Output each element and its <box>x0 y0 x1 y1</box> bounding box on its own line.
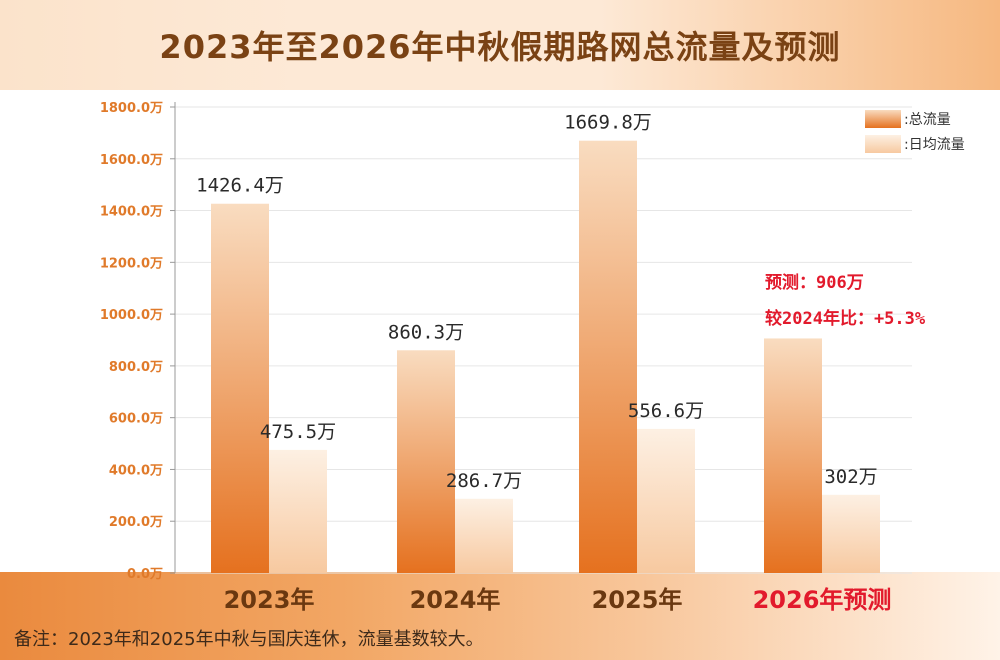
y-tick-label: 1800.0万 <box>100 101 163 116</box>
chart-title: 2023年至2026年中秋假期路网总流量及预测 <box>159 28 841 66</box>
bar-total-2 <box>579 140 637 573</box>
bars <box>211 140 880 573</box>
y-axis: 0.0万 200.0万 400.0万 600.0万 800.0万 1000.0万 1200.… <box>100 101 176 582</box>
data-label-total: 860.3万 <box>388 321 464 343</box>
bar-total-1 <box>397 350 455 573</box>
forecast-annotation: 较2024年比：+5.3% <box>765 308 926 329</box>
x-tick-label: 2024年 <box>410 586 501 614</box>
x-tick-label: 2023年 <box>224 586 315 614</box>
legend: :总流量 :日均流量 <box>865 110 965 153</box>
y-tick-label: 1200.0万 <box>100 256 163 271</box>
bar-daily-0 <box>269 449 327 573</box>
footnote: 备注：2023年和2025年中秋与国庆连休，流量基数较大。 <box>14 629 484 650</box>
data-label-daily: 556.6万 <box>628 400 704 422</box>
bar-daily-1 <box>455 498 513 573</box>
data-label-daily: 475.5万 <box>260 421 336 443</box>
data-label-total: 1669.8万 <box>564 112 652 134</box>
legend-swatch <box>865 110 901 128</box>
y-tick-label: 1000.0万 <box>100 308 163 323</box>
x-tick-label: 2026年预测 <box>753 586 892 614</box>
y-tick-label: 800.0万 <box>109 360 163 375</box>
bar-daily-2 <box>637 428 695 573</box>
footer-banner <box>0 572 1000 660</box>
data-label-daily: 302万 <box>824 466 877 488</box>
value-labels: 1426.4万 475.5万 860.3万 286.7万 1669.8万 556.6万 30… <box>196 112 877 492</box>
data-label-total: 1426.4万 <box>196 175 284 197</box>
forecast-annotation: 预测：906万 <box>765 272 864 293</box>
bar-total-3 <box>764 338 822 573</box>
y-tick-label: 1400.0万 <box>100 205 163 220</box>
x-axis: 2023年 2024年 2025年 2026年预测 <box>224 586 892 614</box>
legend-label: :日均流量 <box>904 137 965 153</box>
y-tick-label: 400.0万 <box>109 463 163 478</box>
legend-label: :总流量 <box>904 112 951 128</box>
bar-total-0 <box>211 203 269 573</box>
legend-swatch <box>865 135 901 153</box>
data-label-daily: 286.7万 <box>446 470 522 492</box>
title-banner <box>0 0 1000 90</box>
y-tick-label: 0.0万 <box>127 567 163 582</box>
y-tick-label: 200.0万 <box>109 515 163 530</box>
bar-daily-3 <box>822 494 880 573</box>
x-tick-label: 2025年 <box>592 586 683 614</box>
y-tick-label: 1600.0万 <box>100 153 163 168</box>
y-tick-label: 600.0万 <box>109 412 163 427</box>
